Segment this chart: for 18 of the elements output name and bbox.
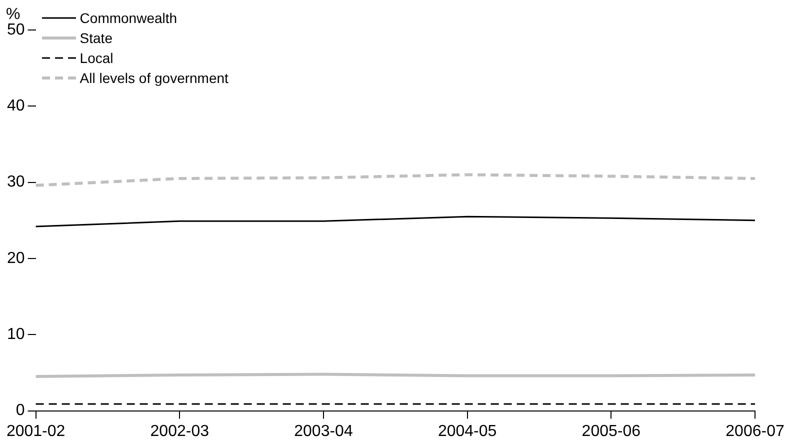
y-tick-label: 30 — [7, 174, 25, 191]
line-series — [34, 173, 756, 187]
legend-label: All levels of government — [80, 69, 228, 88]
y-axis-title: % — [6, 6, 20, 23]
x-tick-label: 2001-02 — [6, 422, 66, 440]
y-tick-label: 20 — [7, 250, 25, 267]
legend-label: Local — [80, 49, 114, 68]
y-tick-label: 40 — [7, 98, 25, 115]
legend-label: State — [80, 29, 112, 48]
y-tick-label: 50 — [7, 21, 25, 38]
x-tick-label: 2006-07 — [726, 422, 784, 440]
x-tick-label: 2003-04 — [294, 422, 353, 440]
y-tick-label: 0 — [16, 402, 25, 420]
y-tick-label: 10 — [7, 326, 25, 344]
x-tick-label: 2005-06 — [582, 422, 641, 440]
x-tick-label: 2002-03 — [150, 422, 210, 440]
x-tick-label: 2004-05 — [438, 422, 497, 440]
legend-label: Commonwealth — [80, 9, 178, 28]
